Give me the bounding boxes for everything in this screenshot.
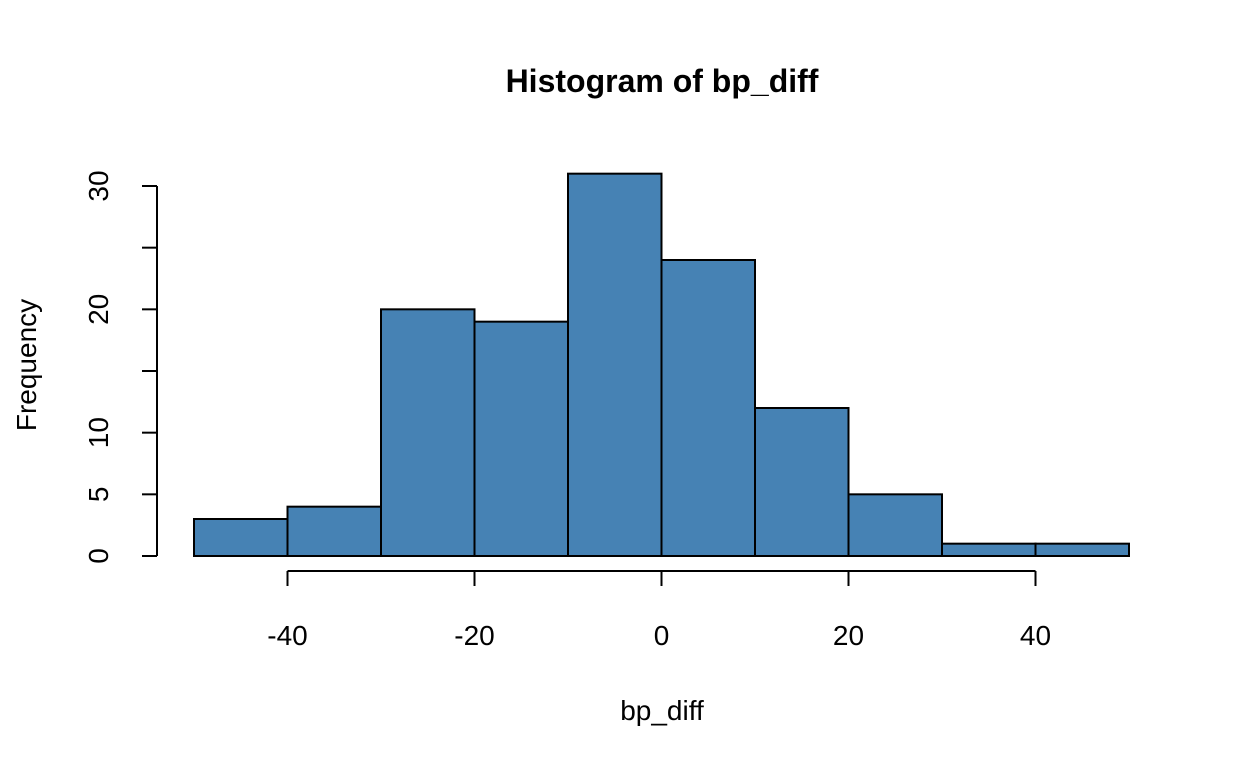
x-tick-label: -20 [454, 620, 494, 651]
histogram-bar-3 [473, 320, 569, 557]
y-tick-label: 10 [83, 417, 114, 448]
y-tick-label: 30 [83, 170, 114, 201]
y-tick-label: 0 [83, 548, 114, 564]
histogram-bar-1 [286, 505, 382, 557]
x-tick-label: 40 [1020, 620, 1051, 651]
x-axis-label: bp_diff [620, 695, 704, 726]
histogram-bar-8 [941, 542, 1037, 558]
y-axis-label: Frequency [11, 299, 42, 431]
x-tick-label: 20 [833, 620, 864, 651]
histogram-bar-5 [660, 259, 756, 557]
x-tick-label: -40 [267, 620, 307, 651]
histogram-bar-6 [754, 407, 850, 557]
histogram-bar-9 [1034, 542, 1130, 558]
y-axis: 0 5 10 20 30 [83, 170, 158, 564]
histogram-bar-4 [567, 172, 663, 558]
y-tick-label: 5 [83, 487, 114, 503]
x-axis: -40 -20 0 20 40 [267, 570, 1051, 651]
bars-layer [193, 172, 1130, 558]
chart-title: Histogram of bp_diff [506, 63, 819, 99]
y-tick-label: 20 [83, 294, 114, 325]
histogram-bar-7 [847, 493, 943, 558]
histogram-bar-0 [193, 518, 289, 557]
x-tick-label: 0 [654, 620, 670, 651]
histogram-bar-2 [380, 308, 476, 558]
